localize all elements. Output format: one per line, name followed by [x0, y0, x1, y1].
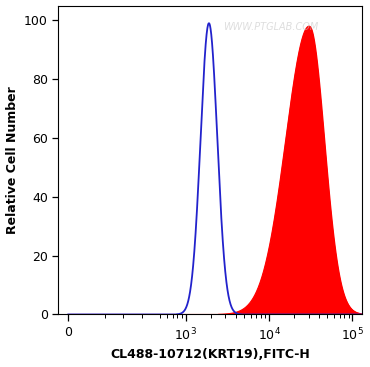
- Text: WWW.PTGLAB.COM: WWW.PTGLAB.COM: [223, 22, 319, 32]
- Y-axis label: Relative Cell Number: Relative Cell Number: [6, 86, 18, 234]
- X-axis label: CL488-10712(KRT19),FITC-H: CL488-10712(KRT19),FITC-H: [110, 348, 310, 361]
